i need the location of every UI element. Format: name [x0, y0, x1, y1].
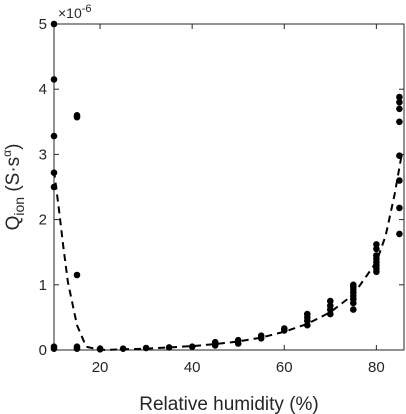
data-point: [304, 310, 311, 318]
y-axis-label: Qion (S·sα): [0, 144, 27, 231]
x-tick-label: 20: [92, 359, 109, 376]
data-point: [142, 344, 150, 352]
data-point: [50, 183, 58, 191]
data-point: [50, 76, 58, 83]
data-point: [396, 105, 403, 113]
data-point: [327, 302, 334, 310]
y-tick-label: 5: [39, 16, 47, 33]
data-point: [50, 20, 58, 28]
x-tick-label: 60: [276, 359, 293, 376]
plot-area: [53, 23, 405, 351]
y-axis-ticks: 0 1 2 3 4 5: [39, 16, 404, 359]
data-point: [257, 332, 265, 340]
data-point: [396, 177, 403, 184]
data-point: [50, 132, 58, 140]
y-tick-label: 4: [39, 81, 47, 98]
data-point: [373, 241, 380, 248]
data-point: [327, 297, 334, 305]
x-axis-label: Relative humidity (%): [139, 394, 319, 414]
data-point: [281, 325, 288, 332]
data-point: [96, 346, 104, 353]
y-tick-label: 2: [39, 212, 47, 229]
data-point: [119, 345, 127, 353]
y-tick-label: 0: [39, 342, 47, 359]
fit-curve-dashed: [53, 154, 403, 352]
data-point: [73, 113, 81, 121]
data-point: [396, 93, 403, 101]
x-tick-label: 80: [368, 359, 385, 376]
plot-content: [50, 20, 403, 353]
data-point: [396, 152, 403, 159]
data-point: [373, 252, 380, 259]
y-tick-label: 3: [39, 146, 47, 163]
data-point: [165, 344, 173, 351]
data-point: [350, 306, 357, 313]
data-point: [396, 98, 403, 106]
data-point: [396, 230, 403, 238]
data-point: [350, 281, 357, 289]
data-point: [234, 336, 242, 344]
data-point: [50, 169, 58, 176]
x-tick-label: 40: [184, 359, 201, 376]
data-point: [211, 338, 219, 346]
data-point: [73, 345, 81, 353]
data-point: [396, 204, 403, 212]
data-point: [73, 271, 81, 279]
data-point: [188, 343, 196, 351]
y-tick-label: 1: [39, 277, 47, 294]
data-point: [50, 345, 58, 353]
y-multiplier: ×10-6: [58, 3, 92, 21]
data-point: [396, 118, 403, 126]
